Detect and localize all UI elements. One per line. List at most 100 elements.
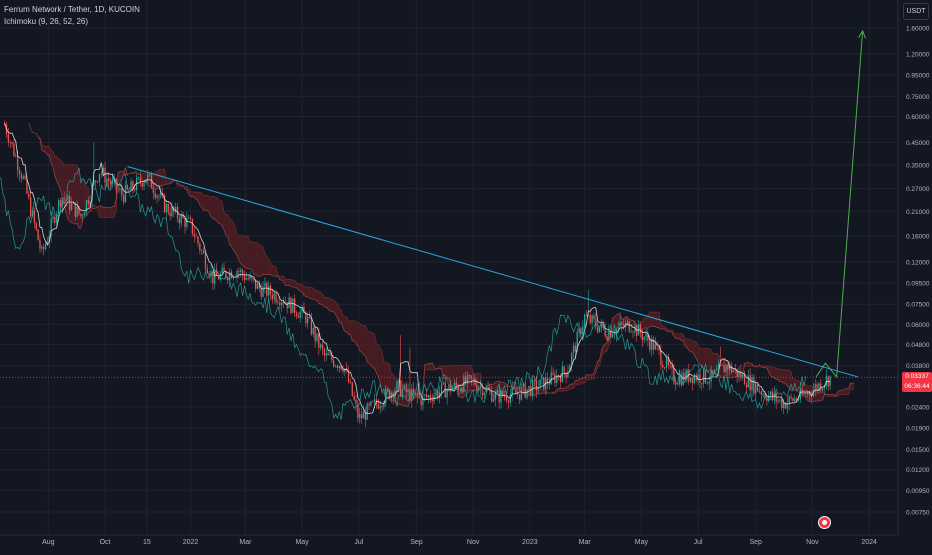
candle-body — [296, 313, 297, 316]
kumo-cloud-segment — [782, 370, 784, 384]
candle-body — [543, 377, 544, 390]
kumo-cloud-segment — [241, 236, 243, 266]
candle-body — [292, 299, 293, 313]
candle-body — [662, 365, 663, 368]
kumo-cloud-segment — [256, 243, 258, 276]
kumo-cloud-segment — [376, 344, 378, 376]
currency-unit-button[interactable]: USDT — [903, 3, 929, 20]
candle-body — [582, 327, 583, 335]
candle-body — [36, 223, 37, 230]
kumo-cloud-segment — [644, 318, 646, 328]
tradingview-logo-icon[interactable] — [818, 516, 831, 529]
kumo-cloud-segment — [287, 279, 289, 285]
kumo-cloud-segment — [681, 334, 683, 341]
candle-body — [699, 374, 700, 383]
candle-body — [368, 404, 369, 406]
candle-body — [354, 396, 355, 400]
candle-body — [432, 399, 433, 401]
candle-body — [690, 378, 691, 382]
kumo-cloud-segment — [280, 276, 282, 280]
kumo-cloud-segment — [349, 321, 351, 335]
kumo-cloud-segment — [217, 198, 219, 223]
kumo-cloud-segment — [94, 205, 96, 208]
candle-body — [363, 412, 364, 419]
candle-body — [776, 393, 777, 401]
kumo-cloud-segment — [47, 146, 49, 155]
candle-body — [779, 400, 780, 401]
candle-body — [294, 299, 295, 313]
candle-body — [666, 358, 667, 367]
candle-body — [694, 376, 695, 384]
candle-body — [39, 240, 40, 248]
candle-body — [612, 335, 613, 337]
candle-body — [467, 375, 468, 384]
candle-body — [60, 200, 61, 206]
candle-body — [716, 369, 717, 370]
candle-body — [539, 379, 540, 387]
symbol-title[interactable]: Ferrum Network / Tether, 1D, KUCOIN — [4, 4, 140, 16]
candle-body — [655, 343, 656, 349]
candle-body — [627, 321, 628, 323]
candle-body — [194, 234, 195, 237]
candle-body — [781, 400, 782, 408]
candle-body — [158, 196, 159, 197]
candle-body — [181, 215, 182, 224]
candle-body — [649, 341, 650, 350]
candle-body — [526, 390, 527, 398]
candle-body — [584, 315, 585, 327]
candle-body — [679, 376, 680, 384]
candle-body — [519, 394, 520, 400]
candle-body — [86, 200, 87, 212]
price-tick-label: 0.12000 — [906, 259, 930, 266]
time-tick-label: Mar — [579, 539, 592, 546]
kumo-cloud-segment — [787, 370, 789, 388]
kumo-cloud-segment — [159, 169, 161, 186]
indicator-label[interactable]: Ichimoku (9, 26, 52, 26) — [4, 16, 140, 28]
candle-body — [274, 293, 275, 299]
kumo-cloud-segment — [166, 181, 168, 184]
candle-body — [670, 365, 671, 366]
candle-body — [281, 302, 282, 305]
candle-body — [82, 216, 83, 217]
candle-body — [195, 237, 196, 238]
price-tick-label: 0.06000 — [906, 322, 930, 329]
chart-legend: Ferrum Network / Tether, 1D, KUCOIN Ichi… — [4, 4, 140, 28]
candle-body — [324, 349, 325, 355]
candle-body — [560, 377, 561, 382]
candle-body — [476, 385, 477, 390]
candle-body — [71, 203, 72, 209]
kumo-cloud-segment — [371, 332, 373, 368]
candle-body — [480, 386, 481, 387]
kumo-cloud-segment — [776, 369, 778, 380]
candle-body — [188, 218, 189, 219]
candle-body — [506, 396, 507, 400]
kumo-cloud-segment — [839, 390, 841, 394]
candle-body — [419, 397, 420, 398]
candle-body — [272, 294, 273, 299]
candle-body — [268, 286, 269, 296]
candle-body — [352, 382, 353, 396]
candle-body — [593, 316, 594, 320]
price-tick-label: 0.01900 — [906, 426, 930, 433]
candle-body — [63, 197, 64, 199]
candle-body — [101, 173, 102, 174]
candle-body — [45, 244, 46, 249]
kumo-cloud-segment — [339, 308, 341, 322]
kumo-cloud-segment — [99, 206, 101, 217]
candle-body — [290, 298, 291, 313]
candle-body — [313, 328, 314, 334]
kumo-cloud-segment — [345, 317, 347, 332]
candle-body — [130, 181, 131, 190]
time-tick-label: May — [295, 539, 309, 546]
kumo-cloud-segment — [191, 192, 193, 197]
candle-body — [275, 293, 276, 302]
kumo-cloud-segment — [252, 242, 254, 275]
kumo-cloud-segment — [105, 207, 107, 217]
kumo-cloud-segment — [310, 287, 312, 299]
candle-body — [264, 283, 265, 286]
kumo-cloud-segment — [841, 390, 843, 394]
kumo-cloud-segment — [231, 220, 233, 250]
candle-body — [69, 196, 70, 210]
